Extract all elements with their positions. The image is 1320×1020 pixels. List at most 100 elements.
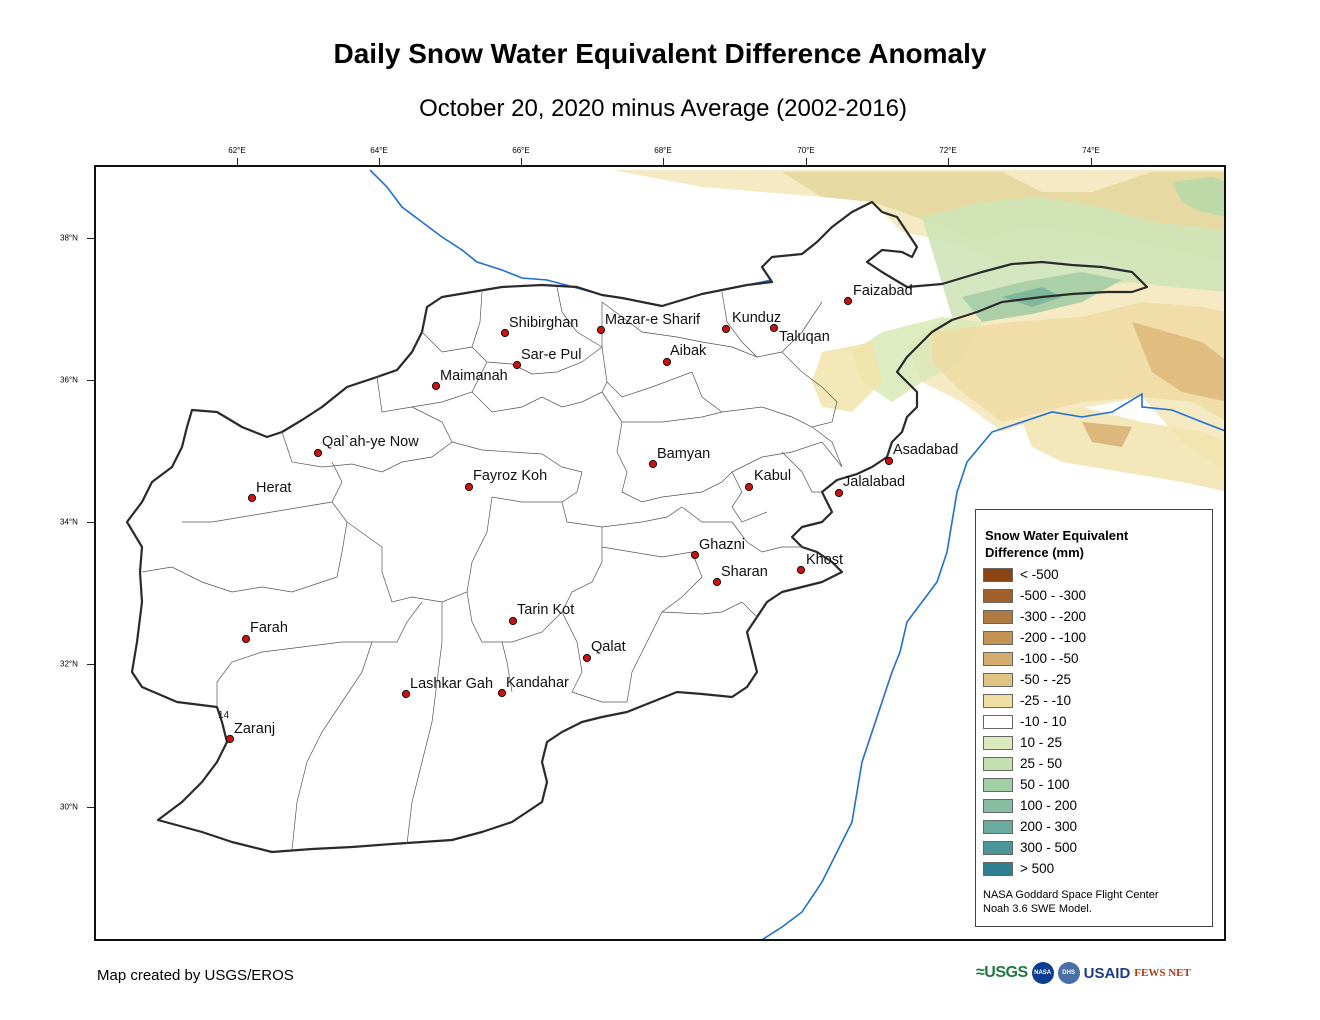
legend-label: 25 - 50 — [1020, 756, 1063, 771]
city-label: Mazar-e Sharif — [605, 312, 701, 328]
city-label: Kabul — [754, 468, 791, 484]
lon-tick-mark — [806, 158, 807, 165]
city-marker — [401, 689, 411, 699]
city-marker — [744, 482, 754, 492]
cities-layer: Faizabad Shibirghan Mazar-e Sharif Kunduz Ta… — [218, 283, 958, 744]
legend-item: > 500 — [983, 858, 1086, 879]
city-label: Asadabad — [893, 442, 958, 458]
legend-swatch — [983, 840, 1013, 855]
legend-label: -10 - 10 — [1020, 714, 1067, 729]
legend-label: -100 - -50 — [1020, 651, 1079, 666]
lat-tick-36: 36°N — [60, 375, 78, 385]
lat-tick-mark — [87, 238, 94, 239]
city-label: Shibirghan — [509, 315, 578, 331]
legend-item: 300 - 500 — [983, 837, 1086, 858]
city-marker — [843, 296, 853, 306]
legend-label: 300 - 500 — [1020, 840, 1078, 855]
city-label: Faizabad — [853, 283, 913, 299]
province-borders — [141, 286, 843, 851]
legend-item: 10 - 25 — [983, 732, 1086, 753]
city-marker — [500, 328, 510, 338]
lon-tick-mark — [1091, 158, 1092, 165]
legend-swatch — [983, 693, 1013, 708]
city-marker — [648, 459, 658, 469]
city-label: Maimanah — [440, 368, 508, 384]
lat-tick-mark — [87, 522, 94, 523]
legend-item: -25 - -10 — [983, 690, 1086, 711]
legend-item: -300 - -200 — [983, 606, 1086, 627]
city-label: Taluqan — [779, 329, 830, 345]
lon-tick-72: 72°E — [939, 146, 957, 155]
city-marker — [596, 325, 606, 335]
city-label: Bamyan — [657, 446, 710, 462]
legend-item: -200 - -100 — [983, 627, 1086, 648]
legend-label: < -500 — [1020, 567, 1059, 582]
legend-swatch — [983, 756, 1013, 771]
legend-title-line2: Difference (mm) — [985, 545, 1084, 560]
legend-label: -200 - -100 — [1020, 630, 1087, 645]
legend-label: 10 - 25 — [1020, 735, 1063, 750]
city-marker — [582, 653, 592, 663]
city-marker — [247, 493, 257, 503]
lat-tick-38: 38°N — [60, 233, 78, 243]
nasa-logo: NASA — [1031, 962, 1054, 984]
city-marker — [712, 577, 722, 587]
map-canvas — [125, 169, 1224, 939]
legend-label: -500 - -300 — [1020, 588, 1087, 603]
lat-tick-mark — [87, 380, 94, 381]
country-outline — [125, 200, 1149, 854]
legend-title-line1: Snow Water Equivalent — [985, 528, 1129, 543]
lat-tick-mark — [87, 664, 94, 665]
city-label: Kunduz — [732, 310, 781, 326]
legend-swatch — [983, 588, 1013, 603]
usgs-logo: ≈USGS — [976, 964, 1028, 981]
anomaly-shading — [612, 170, 1224, 492]
city-marker — [834, 488, 844, 498]
city-marker — [884, 456, 894, 466]
legend-swatch — [983, 651, 1013, 666]
city-marker — [690, 550, 700, 560]
fews-net-logo: FEWS NET — [1134, 967, 1191, 979]
agency-logos: ≈USGS NASA DHS USAID FEWS NET — [976, 958, 1228, 988]
legend-item: 100 - 200 — [983, 795, 1086, 816]
legend-item: 25 - 50 — [983, 753, 1086, 774]
city-label: Khost — [806, 552, 843, 568]
lon-tick-mark — [379, 158, 380, 165]
city-marker — [662, 357, 672, 367]
legend-item: -50 - -25 — [983, 669, 1086, 690]
city-marker — [241, 634, 251, 644]
legend-label: 100 - 200 — [1020, 798, 1078, 813]
city-label: Aibak — [670, 343, 707, 359]
lon-tick-70: 70°E — [797, 146, 815, 155]
city-label: Sar-e Pul — [521, 347, 581, 363]
legend-swatch — [983, 714, 1013, 729]
legend-label: -300 - -200 — [1020, 609, 1087, 624]
legend-item: -100 - -50 — [983, 648, 1086, 669]
legend-swatch — [983, 567, 1013, 582]
legend-swatch — [983, 735, 1013, 750]
legend-swatch — [983, 672, 1013, 687]
city-label: Jalalabad — [843, 474, 905, 490]
eastern-boundary-river — [761, 392, 1224, 939]
city-label: Ghazni — [699, 537, 745, 553]
legend-swatch — [983, 630, 1013, 645]
lat-tick-32: 32°N — [60, 659, 78, 669]
city-label: Lashkar Gah — [410, 676, 493, 692]
lat-tick-34: 34°N — [60, 517, 78, 527]
legend-credit-line2: Noah 3.6 SWE Model. — [983, 903, 1092, 915]
legend-label: 200 - 300 — [1020, 819, 1078, 834]
lon-tick-mark — [521, 158, 522, 165]
city-marker — [796, 565, 806, 575]
city-marker — [769, 323, 779, 333]
city-label: Kandahar — [506, 675, 569, 691]
legend-label: > 500 — [1020, 861, 1055, 876]
legend-swatch — [983, 609, 1013, 624]
city-marker — [464, 482, 474, 492]
lon-tick-62: 62°E — [228, 146, 246, 155]
legend-credit: NASA Goddard Space Flight Center Noah 3.… — [983, 888, 1158, 916]
legend-item: 50 - 100 — [983, 774, 1086, 795]
city-label: Tarin Kot — [517, 602, 574, 618]
city-label: Zaranj — [234, 721, 275, 737]
city-label: Sharan — [721, 564, 768, 580]
city-label: Fayroz Koh — [473, 468, 547, 484]
